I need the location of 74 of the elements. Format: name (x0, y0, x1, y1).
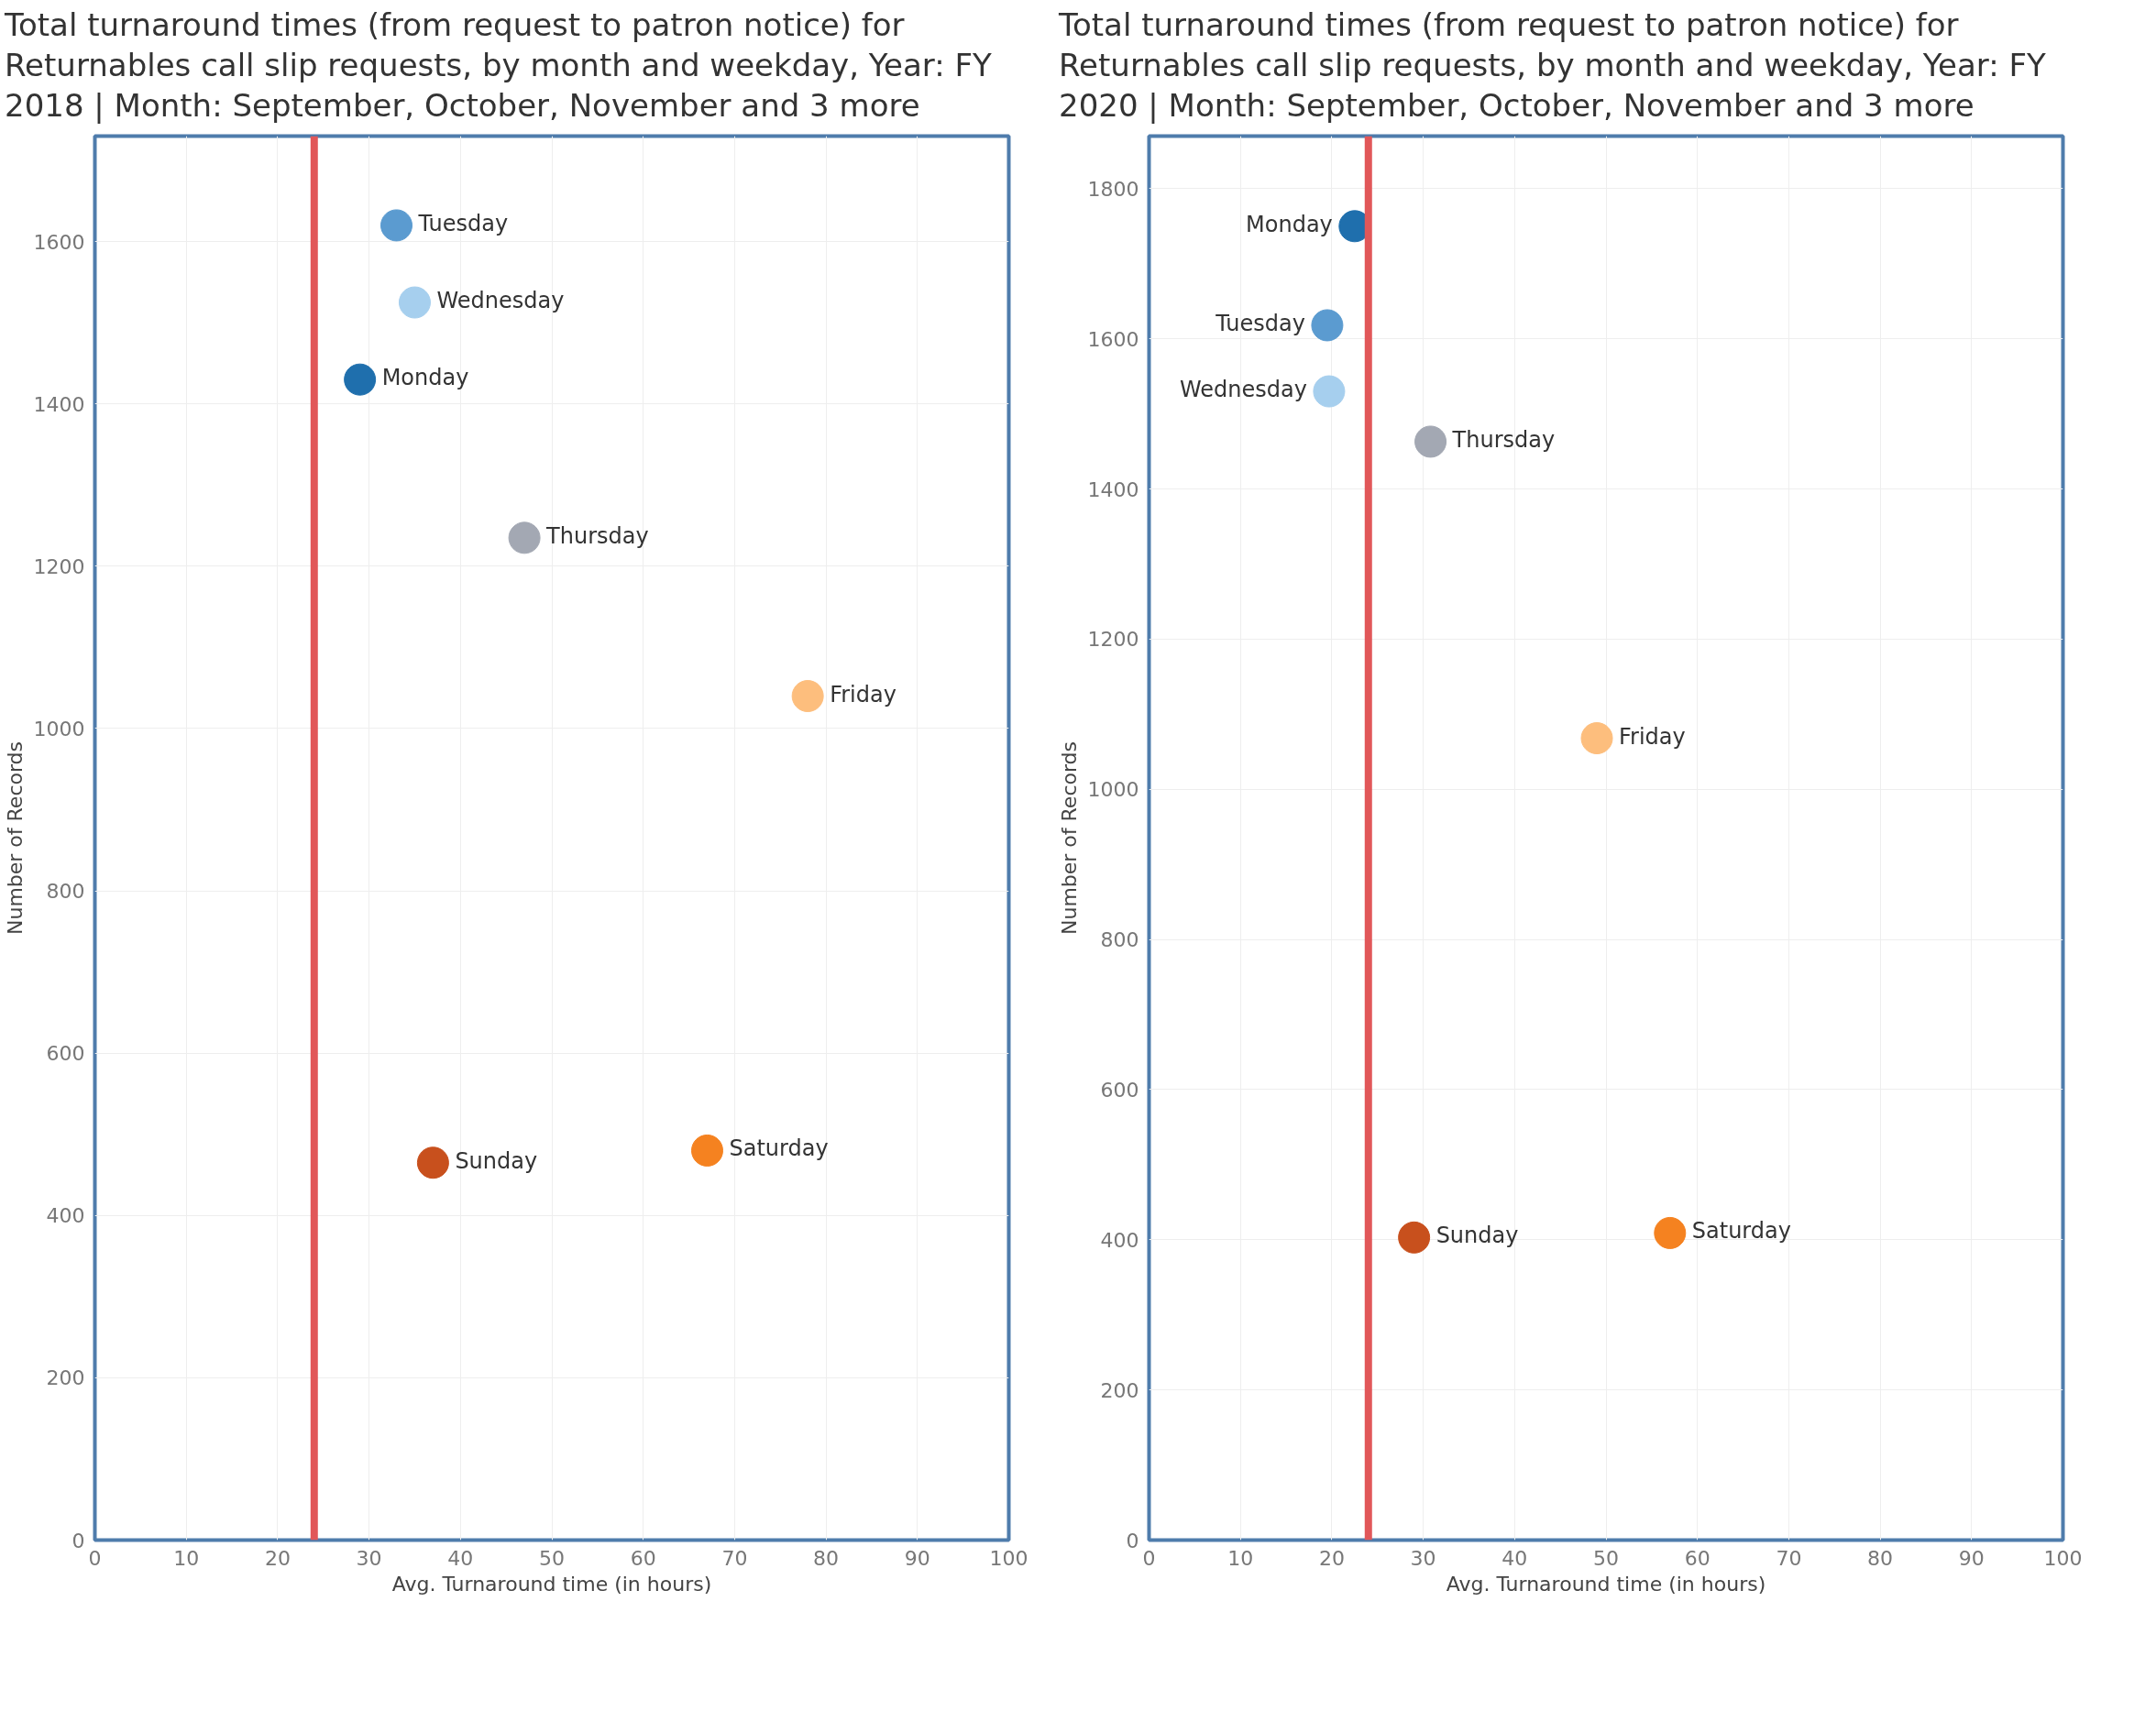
x-tick-label: 70 (1776, 1546, 1802, 1570)
y-tick-label: 800 (46, 879, 85, 903)
y-tick-label: 1000 (33, 717, 85, 740)
series-label: Saturday (729, 1135, 829, 1161)
point (791, 679, 824, 712)
y-tick-label: 400 (46, 1203, 85, 1227)
series-label: Monday (1246, 211, 1333, 237)
point (416, 1146, 449, 1179)
y-axis-title: Number of Records (1057, 740, 1081, 935)
x-tick-label: 30 (356, 1546, 382, 1570)
y-tick-label: 1000 (1087, 777, 1139, 801)
x-tick-label: 30 (1410, 1546, 1436, 1570)
y-axis-title: Number of Records (3, 740, 27, 935)
x-tick-label: 50 (1593, 1546, 1619, 1570)
series-label: Saturday (1691, 1217, 1791, 1244)
x-tick-label: 90 (1958, 1546, 1985, 1570)
point (508, 521, 541, 554)
x-tick-label: 90 (904, 1546, 930, 1570)
series-label: Wednesday (436, 287, 565, 313)
y-tick-label: 400 (1100, 1228, 1139, 1252)
chart-title: Total turnaround times (from request to patron notice) for Returnables call slip requests, by month and weekday, Year: FY 2020 | Month: September, October, November and 3 more (1059, 5, 2047, 126)
x-tick-label: 20 (1318, 1546, 1345, 1570)
series-label: Friday (830, 681, 896, 707)
point (380, 209, 413, 241)
point (1398, 1221, 1431, 1254)
y-tick-label: 0 (72, 1529, 85, 1552)
y-tick-label: 200 (1100, 1378, 1139, 1402)
x-tick-label: 100 (2043, 1546, 2083, 1570)
x-tick-label: 20 (264, 1546, 291, 1570)
point (1414, 425, 1447, 457)
series-label: Monday (381, 364, 469, 390)
y-tick-label: 1200 (1087, 627, 1139, 651)
point (1654, 1216, 1687, 1249)
x-tick-label: 70 (721, 1546, 748, 1570)
series-label: Thursday (545, 522, 649, 549)
x-tick-label: 0 (88, 1546, 102, 1570)
x-axis-title: Avg. Turnaround time (in hours) (391, 1572, 712, 1596)
x-tick-label: 10 (173, 1546, 200, 1570)
y-tick-label: 200 (46, 1366, 85, 1389)
y-tick-label: 1600 (1087, 327, 1139, 351)
point (344, 363, 377, 396)
point (690, 1134, 723, 1167)
y-tick-label: 600 (46, 1041, 85, 1065)
y-tick-label: 1400 (33, 392, 85, 416)
x-tick-label: 10 (1227, 1546, 1254, 1570)
x-tick-label: 40 (1502, 1546, 1528, 1570)
y-tick-label: 1600 (33, 230, 85, 254)
y-tick-label: 600 (1100, 1078, 1139, 1102)
x-tick-label: 80 (813, 1546, 840, 1570)
x-axis-title: Avg. Turnaround time (in hours) (1446, 1572, 1766, 1596)
x-tick-label: 0 (1142, 1546, 1156, 1570)
y-tick-label: 0 (1126, 1529, 1139, 1552)
x-tick-label: 40 (447, 1546, 474, 1570)
y-tick-label: 1400 (1087, 477, 1139, 501)
y-tick-label: 800 (1100, 927, 1139, 951)
series-label: Wednesday (1179, 376, 1307, 402)
point (1580, 721, 1613, 754)
x-tick-label: 100 (989, 1546, 1028, 1570)
y-tick-label: 1800 (1087, 177, 1139, 201)
series-label: Friday (1619, 723, 1686, 750)
point (1311, 309, 1344, 341)
series-label: Tuesday (1215, 310, 1305, 336)
point (1313, 375, 1346, 408)
x-tick-label: 60 (1684, 1546, 1710, 1570)
series-label: Thursday (1451, 426, 1556, 453)
series-label: Sunday (1436, 1222, 1519, 1248)
point (398, 286, 431, 319)
chart-title: Total turnaround times (from request to patron notice) for Returnables call slip requests, by month and weekday, Year: FY 2018 | Month: September, October, November and 3 more (5, 5, 993, 126)
y-tick-label: 1200 (33, 554, 85, 578)
series-label: Tuesday (417, 210, 509, 236)
series-label: Sunday (455, 1147, 538, 1174)
x-tick-label: 50 (539, 1546, 565, 1570)
x-tick-label: 80 (1867, 1546, 1894, 1570)
x-tick-label: 60 (630, 1546, 656, 1570)
